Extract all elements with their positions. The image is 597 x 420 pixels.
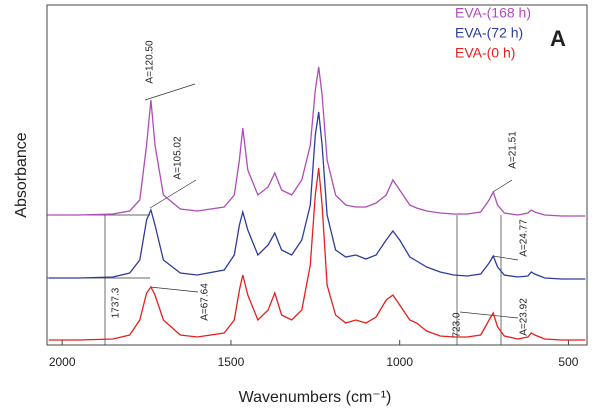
annotation: A=120.50 bbox=[145, 40, 156, 84]
panel-label: A bbox=[550, 26, 566, 51]
spectrum-line bbox=[48, 167, 586, 341]
x-tick-label: 500 bbox=[558, 355, 578, 369]
annotation: A=67.64 bbox=[200, 283, 211, 321]
annotation: 723.0 bbox=[452, 312, 463, 337]
leader-line bbox=[492, 179, 513, 193]
leader-line bbox=[459, 311, 519, 319]
annotation: A=105.02 bbox=[173, 136, 184, 180]
leader-line bbox=[149, 286, 199, 293]
annotation: A=24.77 bbox=[519, 219, 530, 257]
y-axis-label: Absorbance bbox=[13, 132, 30, 217]
annotation: 1737.3 bbox=[111, 287, 122, 318]
plot-frame bbox=[46, 4, 588, 346]
annotation: A=23.92 bbox=[519, 298, 530, 336]
legend-label: EVA-(0 h) bbox=[455, 45, 515, 61]
legend-label: EVA-(168 h) bbox=[455, 5, 531, 21]
leader-line bbox=[149, 179, 197, 209]
baseline-lines bbox=[47, 83, 519, 345]
spectrum-line bbox=[48, 66, 586, 217]
x-axis-label: Wavenumbers (cm⁻¹) bbox=[239, 389, 392, 406]
leader-line bbox=[144, 83, 196, 101]
x-tick-label: 1000 bbox=[386, 355, 413, 369]
leader-line bbox=[492, 255, 519, 261]
x-tick-label: 1500 bbox=[218, 355, 245, 369]
legend-label: EVA-(72 h) bbox=[455, 25, 523, 41]
x-tick-label: 2000 bbox=[49, 355, 76, 369]
spectrum-line bbox=[48, 111, 586, 280]
annotation: A=21.51 bbox=[508, 131, 519, 169]
